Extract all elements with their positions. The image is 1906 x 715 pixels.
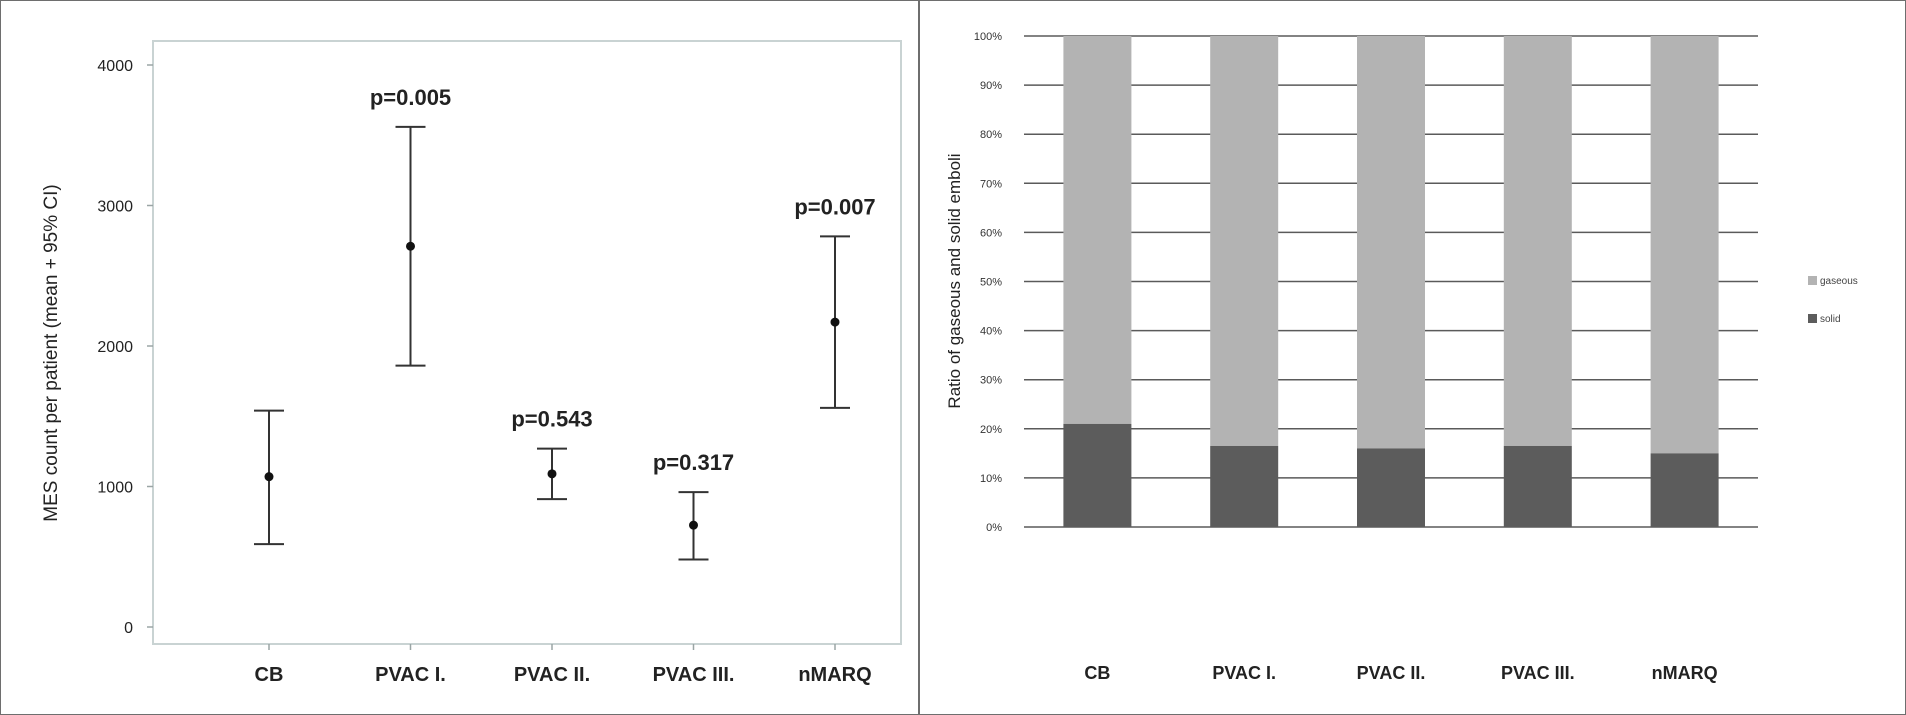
p-value-annotation: p=0.317 [653,450,734,475]
x-tick-label: PVAC II. [1357,663,1426,683]
mean-point [689,520,698,530]
bar-solid [1503,445,1572,527]
x-tick-label: nMARQ [798,664,871,686]
y-tick-label: 70% [980,178,1002,190]
mean-point [406,241,415,251]
mean-point [830,317,840,327]
bar-gaseous [1210,36,1279,446]
x-tick-label: PVAC III. [1501,663,1575,683]
mes-count-chart: 0 1000 2000 3000 4000 MES count per patient (… [41,40,902,686]
legend-label-solid: solid [1820,314,1841,325]
y-tick-label: 0 [124,620,133,637]
y-tick-label: 60% [980,227,1002,239]
y-tick-label: 80% [980,129,1002,141]
bar-gaseous [1357,36,1425,449]
y-tick-label: 30% [980,375,1002,387]
y-axis-label: MES count per patient (mean + 95% CI) [41,184,62,521]
bar-solid [1357,448,1425,527]
bar-gaseous [1503,36,1572,446]
mean-point [547,469,557,479]
y-tick-label: 10% [980,473,1002,485]
panel-emboli-ratio: 0% 10% 20% 30% 40% 50% 60% 70% 80% 90% 100% Ratio o… [920,1,1905,714]
bar-solid [1210,445,1279,527]
y-tick-label: 100% [974,31,1002,43]
y-tick-label: 90% [980,80,1002,92]
y-tick-label: 1000 [97,480,133,497]
bar-solid [1063,423,1132,527]
y-tick-label: 4000 [97,58,133,75]
x-tick-label: PVAC I. [1212,663,1276,683]
x-tick-label: PVAC II. [514,664,590,686]
mean-point [264,472,274,482]
y-tick-label: 20% [980,424,1002,436]
y-tick-label: 3000 [97,199,133,216]
x-tick-label: PVAC III. [653,664,735,686]
y-tick-label: 50% [980,277,1002,289]
bar-gaseous [1063,36,1132,424]
y-tick-label: 40% [980,326,1002,338]
panel-mes-count: 0 1000 2000 3000 4000 MES count per patient (… [1,1,918,714]
emboli-ratio-chart: 0% 10% 20% 30% 40% 50% 60% 70% 80% 90% 100% Ratio o… [945,31,1858,683]
y-tick-label: 2000 [97,339,133,356]
y-tick-label: 0% [986,522,1002,534]
p-value-annotation: p=0.005 [370,85,451,110]
y-axis-label: Ratio of gaseous and solid emboli [945,153,964,408]
x-tick-label: CB [255,664,284,686]
bar-solid [1650,453,1719,527]
x-tick-label: PVAC I. [375,664,446,686]
p-value-annotation: p=0.543 [511,407,592,432]
legend-swatch-gaseous [1808,276,1817,285]
bar-gaseous [1650,36,1719,454]
plot-area [152,40,902,645]
panel-divider [918,1,920,714]
x-tick-label: nMARQ [1652,663,1718,683]
p-value-annotation: p=0.007 [794,194,875,219]
legend-label-gaseous: gaseous [1820,276,1858,287]
x-tick-label: CB [1084,663,1110,683]
legend-swatch-solid [1808,314,1817,323]
